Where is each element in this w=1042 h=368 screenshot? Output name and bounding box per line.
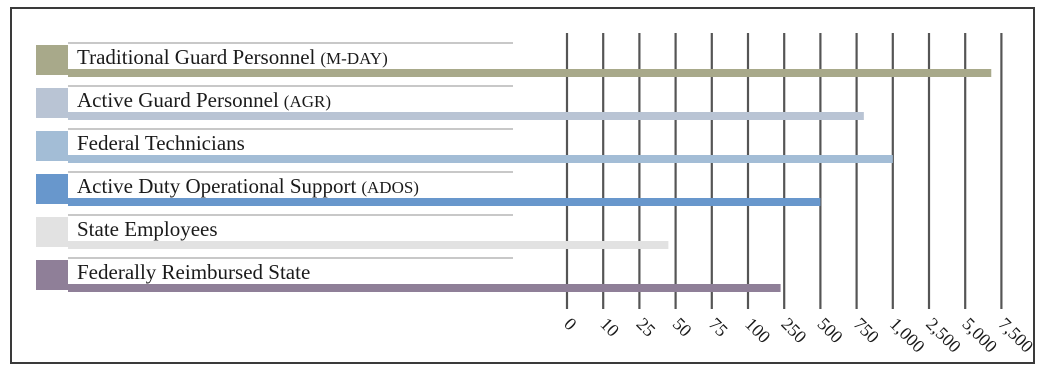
chart-frame: Traditional Guard Personnel (M-DAY) Active… bbox=[10, 7, 1035, 364]
legend-swatch bbox=[36, 45, 68, 75]
tick-label: 750 bbox=[850, 314, 883, 347]
bar bbox=[68, 69, 992, 77]
tick-label: 2,500 bbox=[922, 314, 965, 357]
bar bbox=[68, 112, 864, 120]
tick-label: 250 bbox=[777, 314, 810, 347]
row-separator bbox=[68, 85, 513, 87]
tick-label: 7,500 bbox=[995, 314, 1033, 357]
tick-label: 75 bbox=[705, 314, 732, 341]
bar bbox=[68, 155, 893, 163]
row-separator bbox=[68, 128, 513, 130]
category-labels: Traditional Guard Personnel (M-DAY) Active… bbox=[77, 45, 419, 284]
bar-chart: Traditional Guard Personnel (M-DAY) Active… bbox=[36, 33, 1033, 357]
row-separator bbox=[68, 171, 513, 173]
legend-swatch bbox=[36, 217, 68, 247]
category-label: Active Duty Operational Support (ADOS) bbox=[77, 174, 419, 198]
tick-label: 1,000 bbox=[886, 314, 929, 357]
category-label: Active Guard Personnel (AGR) bbox=[77, 88, 331, 112]
row-separator bbox=[68, 42, 513, 44]
tick-label: 5,000 bbox=[958, 314, 1001, 357]
bar bbox=[68, 198, 821, 206]
grid-lines bbox=[565, 33, 1003, 309]
tick-label: 500 bbox=[814, 314, 847, 347]
tick-label: 10 bbox=[596, 314, 623, 341]
tick-label: 50 bbox=[669, 314, 696, 341]
category-label: Traditional Guard Personnel (M-DAY) bbox=[77, 45, 388, 69]
legend-swatch bbox=[36, 131, 68, 161]
category-label: State Employees bbox=[77, 217, 218, 241]
legend-swatch bbox=[36, 174, 68, 204]
tick-label: 100 bbox=[741, 314, 774, 347]
tick-label: 25 bbox=[633, 314, 660, 341]
legend-swatch bbox=[36, 88, 68, 118]
legend-swatch bbox=[36, 260, 68, 290]
bars bbox=[36, 42, 992, 292]
category-label: Federally Reimbursed State bbox=[77, 260, 310, 284]
x-axis-tick-labels: 0 10 25 50 75 100 250 500 750 1,0002,5005,0007,50… bbox=[560, 314, 1033, 357]
category-label: Federal Technicians bbox=[77, 131, 245, 155]
tick-label: 0 bbox=[560, 314, 581, 335]
row-separator bbox=[68, 257, 513, 259]
bar bbox=[68, 284, 781, 292]
row-separator bbox=[68, 214, 513, 216]
bar bbox=[68, 241, 669, 249]
